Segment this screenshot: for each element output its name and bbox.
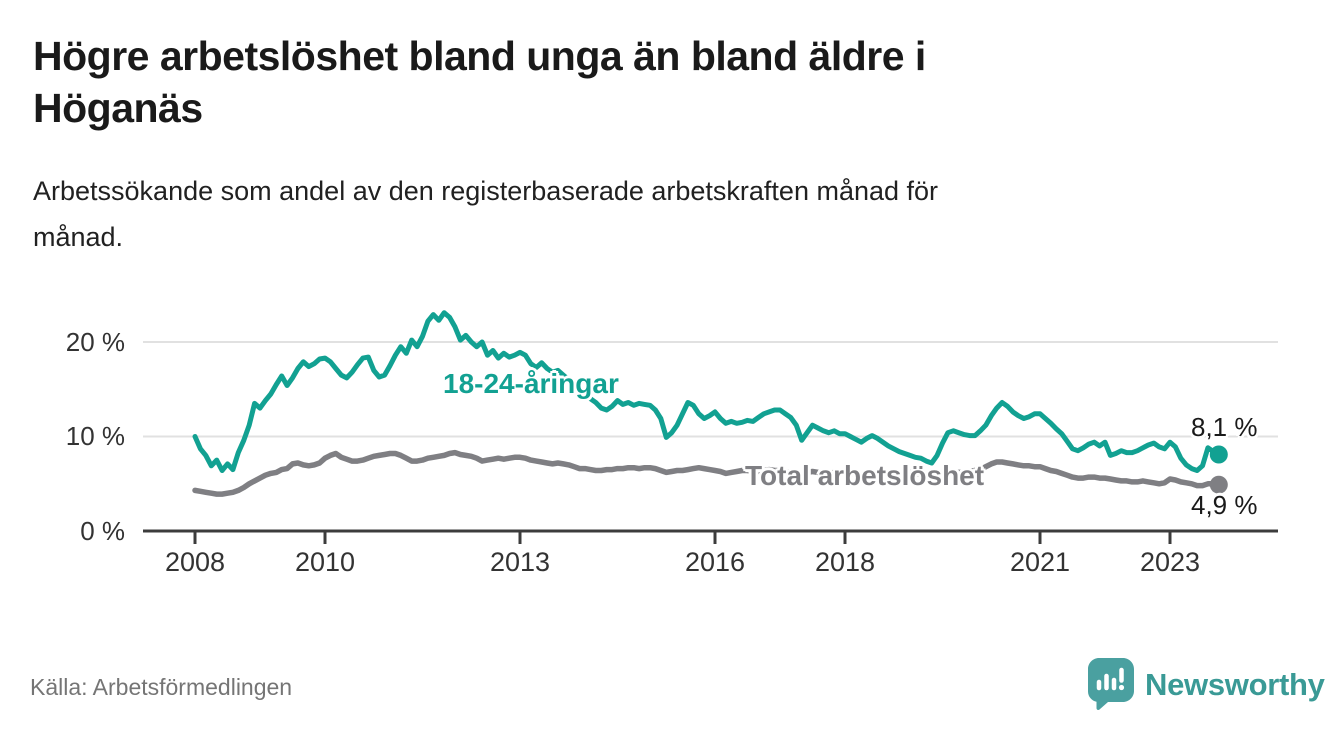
title-line-2: Höganäs [33,85,203,131]
x-axis-label-2023: 2023 [1139,547,1201,577]
x-axis-label-2016: 2016 [684,547,746,577]
y-axis-label-20: 20 % [65,327,125,357]
subtitle-line-1: Arbetssökande som andel av den registerb… [33,176,939,206]
y-axis-label-10: 10 % [65,421,125,451]
page-title: Högre arbetslöshet bland unga än bland ä… [33,30,1253,134]
series-label-total: Total arbetslöshet [745,460,985,491]
series-line [192,449,1222,497]
newsworthy-speech-bubble-chart-icon [1088,658,1134,711]
end-value-total: 4,9 % [1191,490,1258,520]
series-line [192,310,1222,473]
newsworthy-wordmark: Newsworthy [1145,667,1325,702]
subtitle-line-2: månad. [33,222,124,252]
series-end-dot [1209,445,1228,464]
x-axis-label-2018: 2018 [814,547,876,577]
x-axis-label-2013: 2013 [489,547,551,577]
x-axis-label-2010: 2010 [294,547,356,577]
x-axis-label-2008: 2008 [164,547,226,577]
chart-subtitle: Arbetssökande som andel av den registerb… [33,168,1273,260]
y-axis-label-0: 0 % [80,516,125,546]
newsworthy-logo: Newsworthy [1086,656,1325,712]
end-value-youth: 8,1 % [1191,412,1258,442]
source-text: Källa: Arbetsförmedlingen [30,674,293,700]
x-axis-label-2021: 2021 [1009,547,1071,577]
title-line-1: Högre arbetslöshet bland unga än bland ä… [33,33,926,79]
series-label-youth: 18-24-åringar [443,368,619,399]
